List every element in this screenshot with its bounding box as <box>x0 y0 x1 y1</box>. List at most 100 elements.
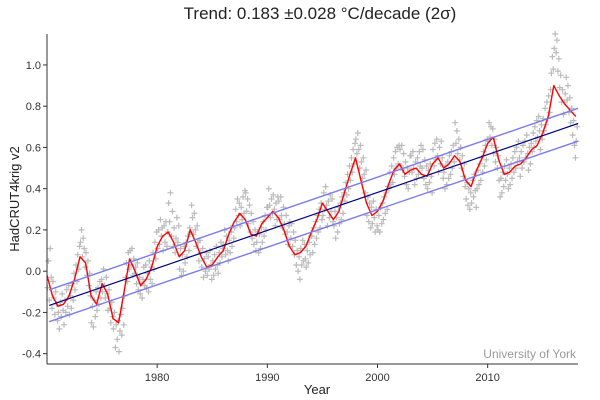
data-point <box>92 313 99 320</box>
data-point <box>267 214 274 221</box>
data-point <box>313 235 320 242</box>
data-point <box>414 154 421 161</box>
data-point <box>415 171 422 178</box>
data-point <box>175 222 182 229</box>
data-point <box>424 185 431 192</box>
data-point <box>332 235 339 242</box>
data-point <box>52 288 59 295</box>
data-point <box>525 167 532 174</box>
x-tick-label: 1980 <box>145 372 169 384</box>
data-point <box>77 239 84 246</box>
y-tick-label: 1.0 <box>26 60 41 72</box>
data-point <box>283 212 290 219</box>
data-point <box>189 214 196 221</box>
data-point <box>445 175 452 182</box>
y-tick-label: 0.4 <box>26 184 41 196</box>
credit-label: University of York <box>483 347 577 361</box>
data-point <box>246 202 253 209</box>
data-point <box>62 309 69 316</box>
data-point <box>173 214 180 221</box>
data-point <box>242 189 249 196</box>
y-tick-label: -0.2 <box>22 307 41 319</box>
data-point <box>498 189 505 196</box>
data-point <box>355 146 362 153</box>
data-point <box>118 332 125 339</box>
data-point <box>343 191 350 198</box>
data-point <box>49 305 56 312</box>
data-point <box>574 123 581 130</box>
data-point <box>322 183 329 190</box>
data-point <box>388 163 395 169</box>
data-point <box>244 196 251 202</box>
data-point <box>173 235 179 242</box>
data-point <box>467 189 474 196</box>
data-point <box>426 179 433 186</box>
data-point <box>195 257 202 264</box>
data-point <box>240 193 246 200</box>
data-point <box>551 45 558 52</box>
data-point <box>430 146 436 153</box>
chart-title: Trend: 0.183 ±0.028 °C/decade (2σ) <box>184 4 457 23</box>
data-point <box>188 202 195 209</box>
data-point <box>565 82 571 89</box>
data-point <box>389 179 396 186</box>
data-point <box>454 150 461 157</box>
data-point <box>68 305 75 312</box>
data-point <box>290 229 297 235</box>
data-point <box>106 286 112 293</box>
data-point <box>440 175 447 182</box>
data-point <box>557 72 564 79</box>
data-point <box>449 165 456 172</box>
data-point <box>563 74 570 81</box>
data-point <box>325 198 332 205</box>
data-point <box>199 245 206 252</box>
data-point <box>515 138 522 145</box>
data-point <box>398 142 405 149</box>
data-point <box>64 303 71 310</box>
data-point <box>305 259 312 266</box>
data-point <box>142 262 149 268</box>
running-mean-line <box>46 84 577 324</box>
data-point <box>466 206 473 213</box>
data-point <box>259 239 266 246</box>
data-point <box>215 270 222 277</box>
data-point <box>208 276 215 283</box>
data-point <box>191 210 198 217</box>
data-point <box>554 68 561 75</box>
data-point <box>451 158 458 165</box>
data-point <box>204 272 211 279</box>
data-point <box>139 295 146 301</box>
tick-labels: -0.4 -0.2 0.0 0.2 0.4 0.6 0.8 1.0 1980 1990 2000 20… <box>22 60 500 384</box>
data-point <box>571 142 578 149</box>
data-point <box>465 185 472 192</box>
data-point <box>311 241 318 248</box>
data-point <box>502 177 509 184</box>
x-tick-label: 1990 <box>255 372 279 384</box>
data-point <box>83 249 89 256</box>
data-point <box>185 247 192 254</box>
data-point <box>319 212 326 219</box>
data-point <box>47 245 54 252</box>
data-point <box>114 336 121 343</box>
monthly-points <box>44 31 581 355</box>
data-point <box>82 264 89 271</box>
data-point <box>548 70 555 77</box>
y-tick-label: 0.0 <box>26 266 41 278</box>
data-point <box>253 239 260 246</box>
data-point <box>473 204 480 211</box>
data-point <box>236 200 243 207</box>
data-point <box>368 204 375 211</box>
data-point <box>155 226 162 233</box>
data-point <box>420 146 426 153</box>
data-point <box>80 235 87 242</box>
data-point <box>56 325 63 332</box>
data-point <box>382 210 389 217</box>
data-point <box>545 92 552 99</box>
data-point <box>165 200 172 207</box>
data-point <box>329 196 336 202</box>
data-point <box>137 290 144 297</box>
data-point <box>367 224 374 231</box>
data-point <box>61 321 67 328</box>
data-point <box>102 295 109 301</box>
